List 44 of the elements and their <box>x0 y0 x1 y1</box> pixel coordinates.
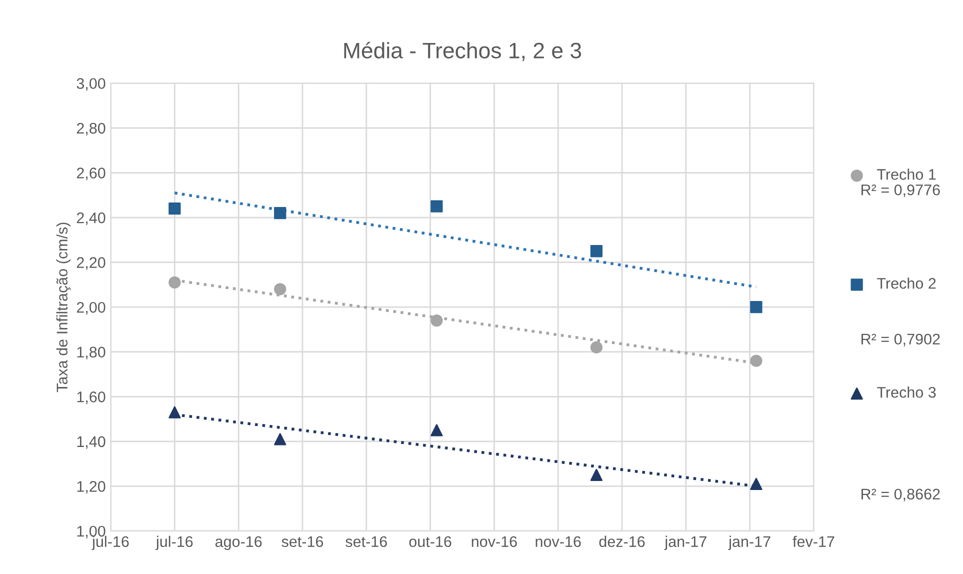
x-tick-label: ago-16 <box>215 536 262 550</box>
y-tick-label: 2,80 <box>76 122 106 136</box>
y-tick-label: 2,20 <box>76 257 106 270</box>
point <box>590 245 603 258</box>
point <box>168 276 181 289</box>
point <box>750 478 762 490</box>
point <box>168 406 181 418</box>
text: R² = 0,7902 <box>862 334 940 346</box>
point <box>750 301 762 314</box>
x-tick-label: fev-17 <box>792 536 834 548</box>
y-tick-label: 2,00 <box>76 302 106 315</box>
y-tick-label: 1,40 <box>77 436 106 449</box>
x-tick-label: jan-17 <box>664 536 706 550</box>
x-tick-label: jul-16 <box>156 536 193 550</box>
point <box>430 200 443 212</box>
x-tick-label: out-16 <box>409 536 452 548</box>
y-axis-title: Taxa de Infiltração (cm/s) <box>56 222 71 392</box>
y-tick-label: 1,60 <box>77 392 106 404</box>
y-tick-label: 1,80 <box>77 346 106 360</box>
chart-title: Média - Trechos 1, 2 e 3 <box>344 42 582 62</box>
x-tick-label: nov-16 <box>472 536 517 548</box>
point <box>274 283 286 296</box>
point <box>590 468 603 482</box>
x-tick-label: nov-16 <box>536 536 581 548</box>
y-tick-label: 2,40 <box>76 212 106 226</box>
text: R² = 0,8662 <box>862 488 940 502</box>
y-tick-label: 3,00 <box>76 78 106 91</box>
y-tick-label: 2,60 <box>76 168 106 180</box>
point <box>750 354 762 367</box>
text: R² = 0,9776 <box>862 184 940 198</box>
point <box>274 206 286 220</box>
y-tick-label: 1,20 <box>77 481 106 494</box>
point <box>590 341 603 354</box>
x-tick-label: dez-16 <box>599 536 645 548</box>
point <box>168 202 181 215</box>
point <box>430 314 443 327</box>
legend-label: Trecho 3 <box>877 386 936 398</box>
legend-label: Trecho 2 <box>877 278 936 289</box>
point <box>430 424 443 436</box>
x-tick-label: set-16 <box>282 536 324 548</box>
point <box>274 433 286 446</box>
x-tick-label: set-16 <box>346 536 387 548</box>
legend-label: Trecho 1 <box>877 168 936 180</box>
x-tick-label: jan-17 <box>728 536 770 550</box>
